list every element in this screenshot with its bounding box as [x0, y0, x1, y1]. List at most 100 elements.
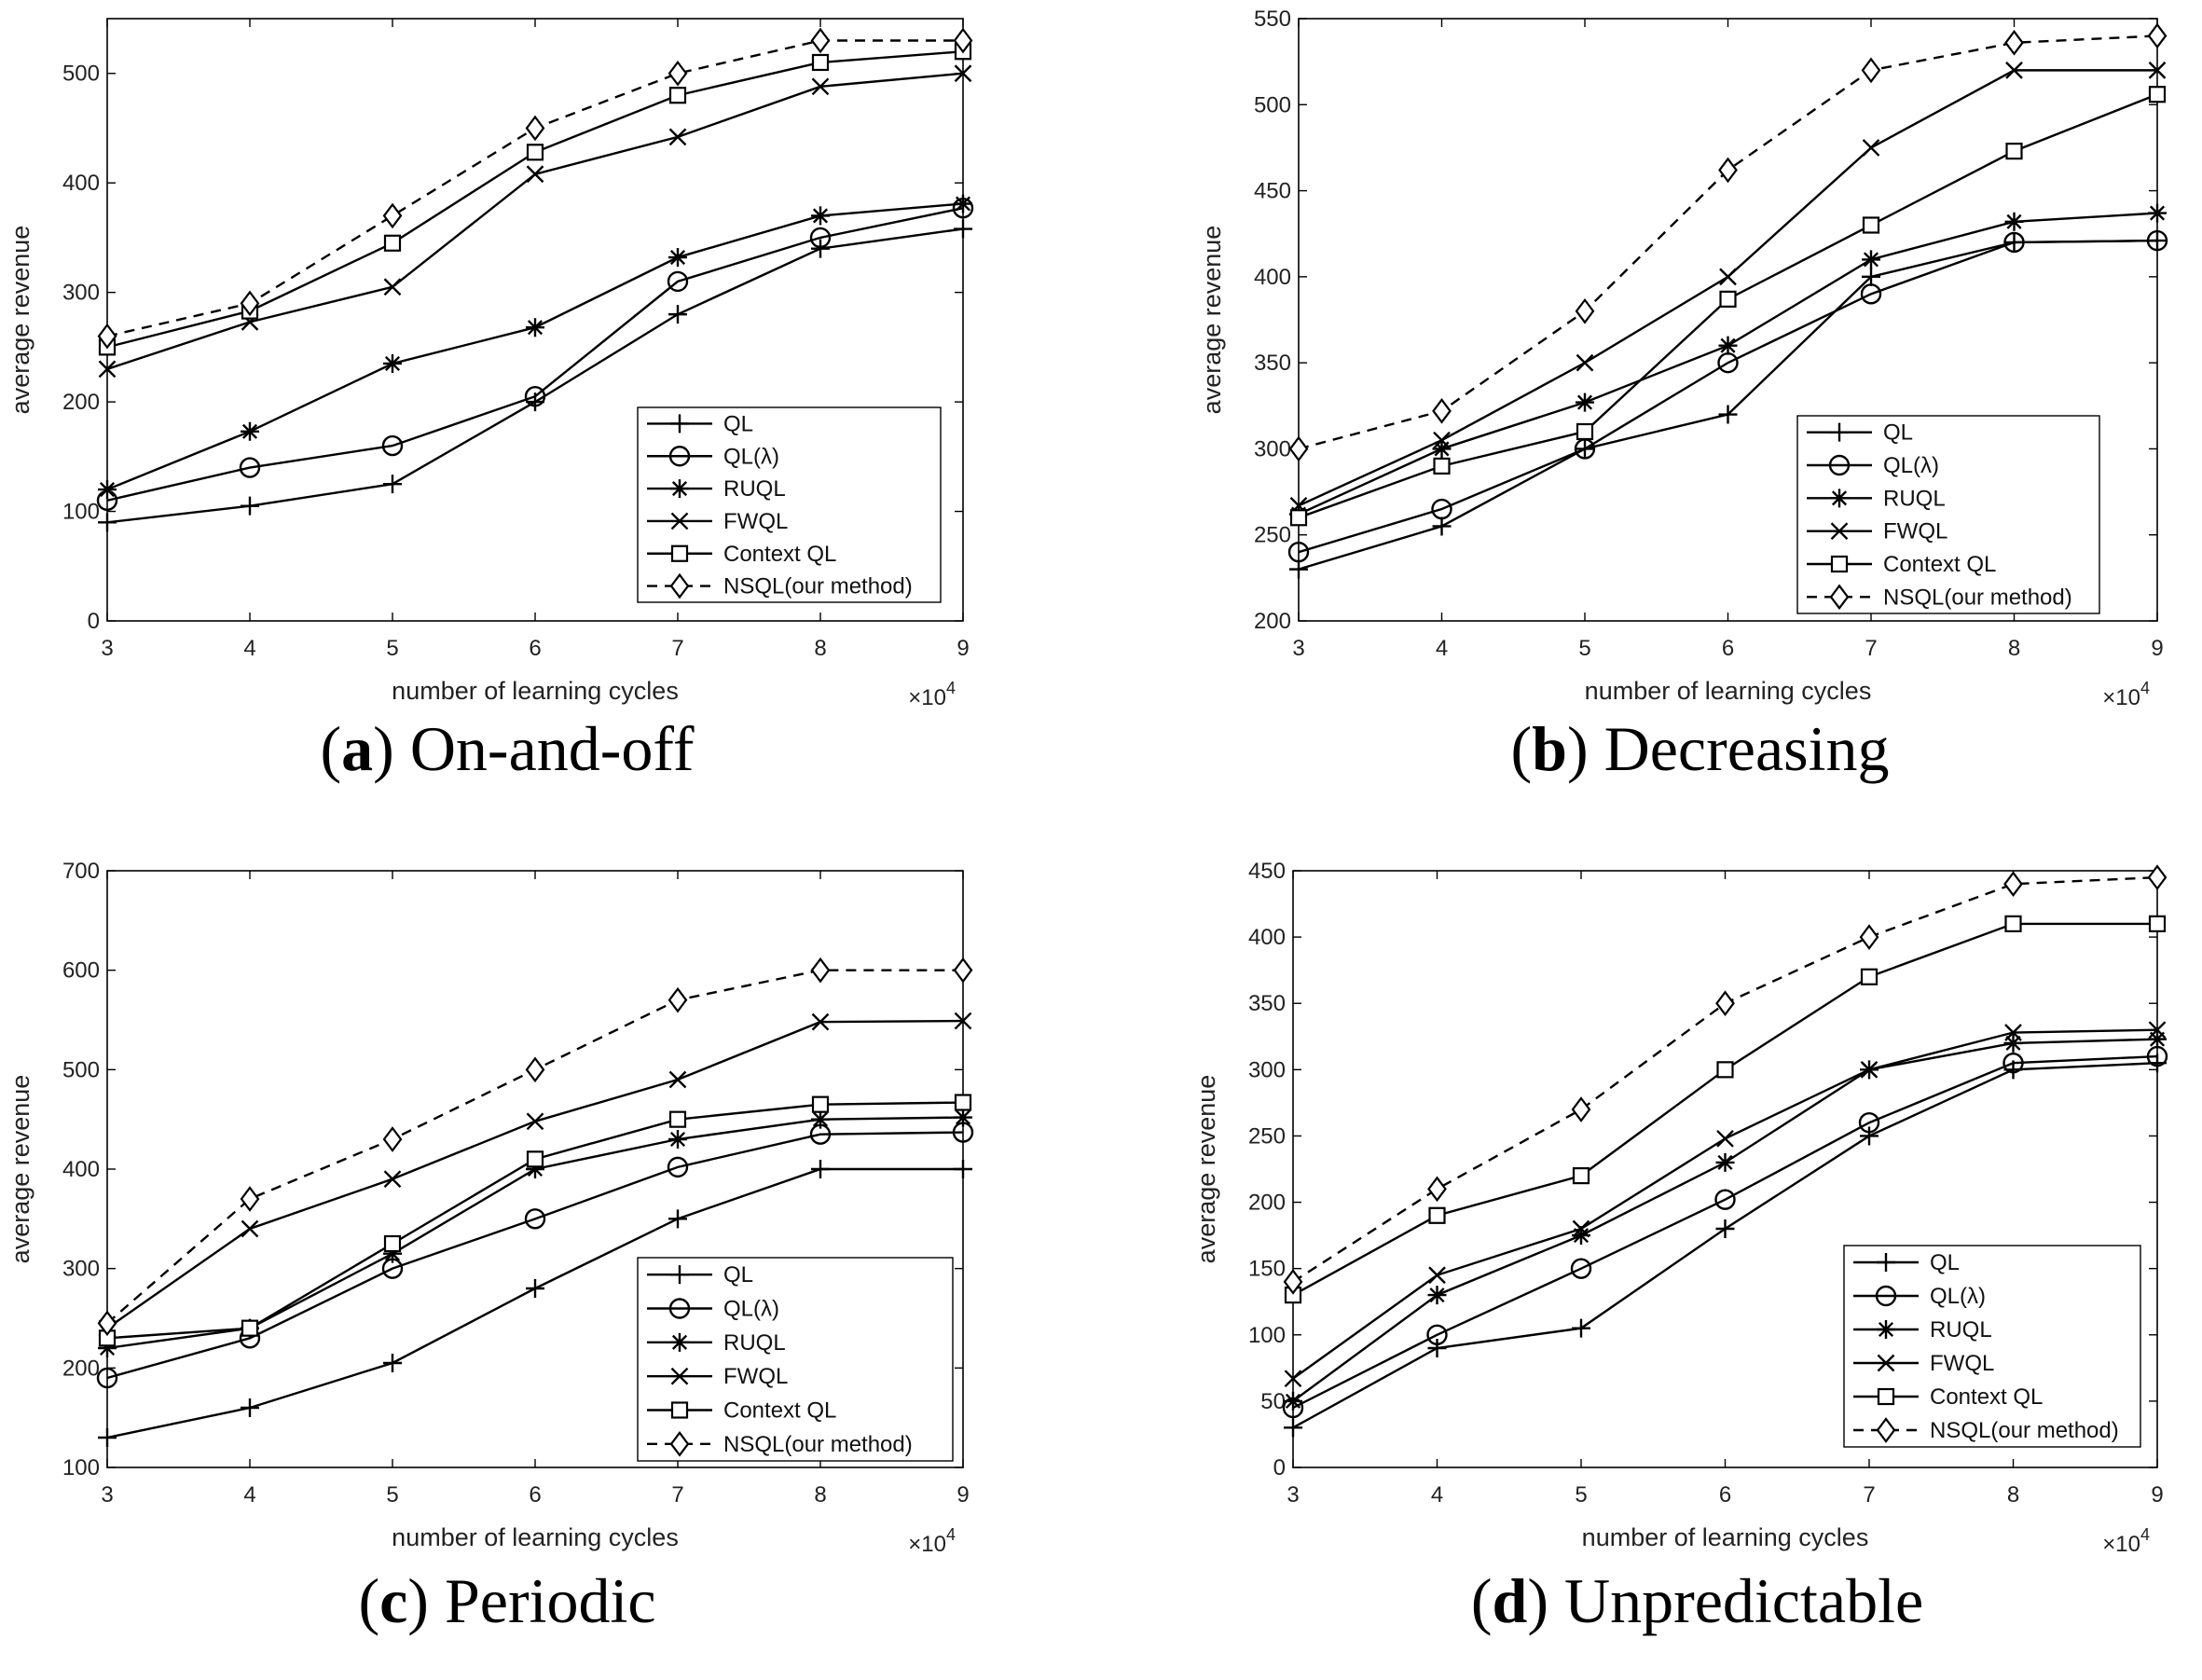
y-tick-label: 500 — [62, 62, 100, 87]
data-point — [2004, 915, 2022, 932]
series-line — [106, 50, 964, 349]
x-multiplier-base: ×10 — [2102, 1532, 2140, 1557]
data-point — [1572, 1318, 1590, 1338]
data-point — [667, 986, 688, 1013]
y-tick-label: 200 — [1254, 609, 1291, 634]
x-multiplier: ×104 — [2102, 679, 2150, 710]
x-tick-label: 7 — [1865, 636, 1877, 661]
data-point — [383, 353, 402, 373]
data-point — [98, 1428, 117, 1447]
data-point — [97, 323, 117, 350]
series-line — [1292, 1054, 2158, 1410]
data-point — [383, 1170, 402, 1189]
data-point — [241, 1319, 259, 1337]
legend-label: NSQL(our method) — [1930, 1418, 2119, 1443]
data-point — [1572, 1167, 1590, 1185]
legend-box — [1843, 1245, 2141, 1448]
x-tick-label: 9 — [2151, 1482, 2163, 1508]
data-point — [954, 1160, 972, 1178]
x-tick-label: 3 — [101, 636, 113, 661]
y-tick-label: 700 — [62, 859, 100, 884]
y-tick-label: 250 — [1248, 1123, 1286, 1149]
series-fwql — [1284, 1021, 2167, 1388]
legend-label: RUQL — [723, 476, 786, 502]
x-multiplier-exponent: 4 — [946, 679, 956, 697]
caption-letter: d — [1493, 1565, 1528, 1636]
data-point — [2005, 143, 2023, 160]
x-multiplier-base: ×10 — [908, 685, 946, 710]
data-point — [1862, 250, 1880, 269]
chart-panel-b: 3 4 5 6 7 8 9 200 250 300 350 400 450 500 550 number of… — [1198, 7, 2168, 784]
data-point — [1432, 439, 1452, 459]
y-axis-label: average revenue — [1192, 1075, 1220, 1264]
caption-open-paren: ( — [358, 1565, 379, 1636]
data-point — [810, 27, 831, 54]
data-point — [1431, 498, 1452, 520]
data-point — [1718, 336, 1738, 355]
data-point — [2002, 1053, 2024, 1074]
y-tick-label: 0 — [1273, 1455, 1286, 1480]
data-point — [668, 248, 687, 268]
data-point — [1428, 1206, 1446, 1224]
x-tick-label: 6 — [529, 1482, 541, 1508]
panel-caption: (d) Unpredictable — [1471, 1565, 1923, 1636]
x-tick-label: 8 — [814, 636, 826, 661]
legend-label: QL(λ) — [723, 444, 779, 469]
legend-marker — [1829, 584, 1850, 611]
y-tick-label: 300 — [1254, 436, 1291, 461]
data-point — [97, 1310, 117, 1337]
data-point — [1433, 457, 1451, 475]
data-point — [1287, 541, 1310, 563]
legend-label: Context QL — [723, 542, 836, 567]
data-point — [1288, 435, 1309, 462]
data-point — [1572, 1219, 1590, 1238]
series-nsql-our-method — [1283, 864, 2168, 1295]
x-tick-label: 5 — [1578, 636, 1590, 661]
legend-label: NSQL(our method) — [1883, 585, 2072, 610]
x-axis-label: number of learning cycles — [392, 677, 679, 705]
legend: QL QL(λ) RUQL FWQL Context QL NSQL(our method… — [1843, 1245, 2141, 1448]
x-tick-label: 7 — [671, 636, 683, 661]
caption-open-paren: ( — [1471, 1565, 1493, 1636]
data-point — [954, 194, 972, 213]
data-point — [2148, 1029, 2167, 1049]
y-tick-label: 0 — [88, 609, 100, 634]
legend-box — [1796, 415, 2100, 614]
data-point — [1284, 1418, 1302, 1438]
caption-title: Decreasing — [1604, 713, 1890, 784]
caption-open-paren: ( — [321, 713, 342, 784]
y-tick-label: 50 — [1260, 1389, 1286, 1414]
legend-label: QL — [723, 1262, 753, 1288]
data-point — [953, 27, 973, 54]
chart-panel-d: 3 4 5 6 7 8 9 0 50 100 150 200 250 300 350 400 450 number… — [1192, 859, 2168, 1636]
legend-label: FWQL — [723, 1364, 788, 1389]
legend-marker — [670, 1367, 689, 1385]
data-point — [1289, 559, 1308, 579]
legend-marker — [669, 572, 690, 599]
x-tick-label: 9 — [956, 1482, 969, 1508]
legend-label: FWQL — [723, 509, 788, 534]
x-multiplier-base: ×10 — [2102, 685, 2140, 710]
x-tick-label: 4 — [1431, 1482, 1443, 1508]
data-point — [1716, 1129, 1734, 1148]
y-tick-label: 400 — [1254, 265, 1291, 290]
x-axis-label: number of learning cycles — [392, 1523, 679, 1551]
data-point — [953, 957, 973, 984]
data-point — [98, 513, 117, 532]
x-tick-label: 4 — [243, 636, 255, 661]
series-nsql-our-method — [1288, 22, 2168, 462]
caption-close-paren: ) — [407, 1565, 445, 1636]
series-context-ql — [1284, 915, 2167, 1304]
x-tick-label: 3 — [1292, 636, 1304, 661]
data-point — [1860, 283, 1882, 305]
x-tick-label: 5 — [386, 1482, 398, 1508]
data-point — [382, 202, 403, 229]
x-tick-label: 6 — [1719, 1482, 1731, 1508]
data-point — [1718, 405, 1738, 424]
y-tick-label: 100 — [62, 500, 100, 525]
series-ql — [96, 197, 974, 511]
data-point — [98, 360, 117, 379]
legend-marker — [668, 446, 691, 467]
data-point — [1284, 1370, 1302, 1388]
